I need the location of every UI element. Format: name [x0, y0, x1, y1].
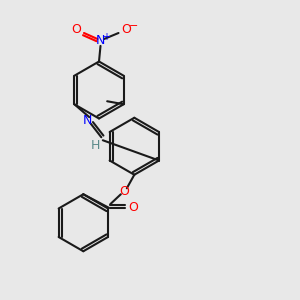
Text: O: O: [128, 201, 138, 214]
Text: N: N: [83, 114, 92, 127]
Text: +: +: [102, 32, 110, 43]
Text: N: N: [96, 34, 105, 47]
Text: −: −: [129, 20, 138, 31]
Text: O: O: [72, 23, 81, 37]
Text: H: H: [91, 139, 100, 152]
Text: O: O: [119, 185, 129, 198]
Text: O: O: [121, 23, 131, 37]
